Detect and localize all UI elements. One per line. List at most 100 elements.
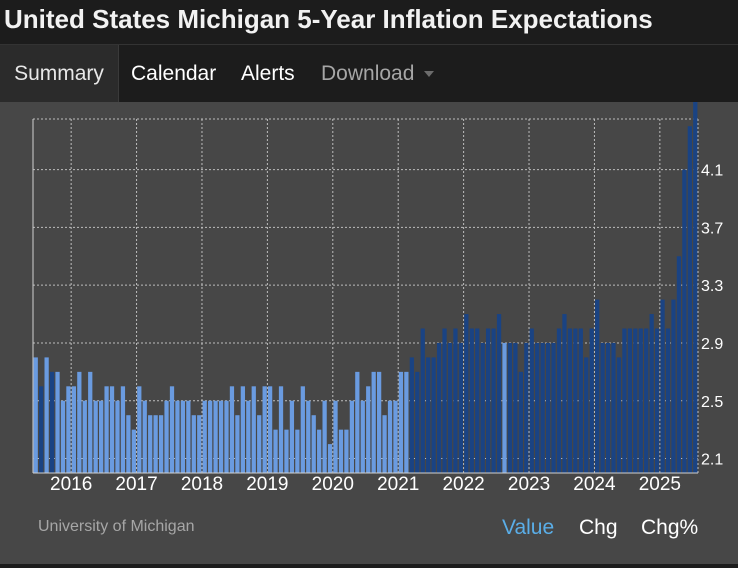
bar <box>224 400 229 473</box>
bar <box>676 256 682 473</box>
bar <box>622 328 627 473</box>
bar <box>600 342 605 473</box>
bar <box>240 386 245 473</box>
bar <box>654 328 660 473</box>
bar <box>191 415 196 473</box>
chg-percent-toggle[interactable]: Chg% <box>641 516 699 539</box>
bar <box>513 342 518 473</box>
bar <box>131 429 136 473</box>
bar <box>82 400 87 473</box>
tab-alerts[interactable]: Alerts <box>241 62 295 85</box>
bar <box>322 400 327 473</box>
source-label: University of Michigan <box>38 518 195 535</box>
bar <box>311 415 316 473</box>
bar <box>284 429 289 473</box>
bar <box>175 400 180 473</box>
bar <box>398 371 404 473</box>
bar <box>545 342 551 473</box>
bar <box>578 328 583 473</box>
bar <box>382 415 387 473</box>
bar <box>349 400 354 473</box>
bar <box>71 386 77 473</box>
y-tick-label: 3.3 <box>701 278 723 295</box>
bar <box>246 400 251 473</box>
y-tick-label: 3.7 <box>701 220 723 237</box>
bar <box>567 328 573 473</box>
bar <box>431 357 436 473</box>
tab-download[interactable]: Download <box>321 45 435 103</box>
tab-summary[interactable]: Summary <box>0 45 119 103</box>
bar <box>333 400 338 473</box>
bar <box>518 371 523 473</box>
x-tick-label: 2018 <box>181 474 223 495</box>
bar <box>77 371 82 473</box>
bar <box>366 386 371 473</box>
bar <box>649 314 654 473</box>
bar <box>88 371 93 473</box>
y-tick-label: 4.1 <box>701 163 723 180</box>
bar <box>44 357 49 473</box>
bar <box>393 400 398 473</box>
bar <box>540 342 545 473</box>
bar <box>605 342 611 473</box>
bar <box>687 126 692 473</box>
y-tick-label: 2.1 <box>701 452 723 469</box>
chg-toggle[interactable]: Chg <box>579 516 618 539</box>
tab-calendar[interactable]: Calendar <box>131 62 217 85</box>
bar <box>344 429 349 473</box>
bar <box>420 328 425 473</box>
bar <box>404 371 409 473</box>
x-tick-label: 2019 <box>246 474 288 495</box>
y-tick-label: 2.9 <box>701 336 723 353</box>
bar <box>535 342 540 473</box>
bar <box>109 386 115 473</box>
bar <box>164 400 169 473</box>
bar <box>289 400 295 473</box>
bar <box>442 328 447 473</box>
bar <box>93 400 98 473</box>
x-tick-label: 2017 <box>115 474 157 495</box>
bar <box>682 169 687 474</box>
bar <box>377 371 382 473</box>
bar <box>573 328 578 473</box>
bar <box>148 415 153 473</box>
bar <box>409 357 414 473</box>
bar <box>257 415 262 473</box>
bar <box>55 371 60 473</box>
bar <box>208 400 213 473</box>
bar <box>469 328 474 473</box>
bar <box>371 371 376 473</box>
bar <box>197 415 202 473</box>
tab-bar: Summary Calendar Alerts Download <box>0 44 738 103</box>
bar <box>480 342 485 473</box>
bar <box>338 429 344 473</box>
bar <box>589 328 594 473</box>
bar <box>355 371 360 473</box>
bar <box>229 386 235 473</box>
chevron-down-icon <box>424 71 435 78</box>
bar <box>278 386 284 473</box>
bar <box>693 102 698 473</box>
bar <box>327 444 333 473</box>
bar <box>104 386 109 473</box>
bar <box>671 299 676 473</box>
bar <box>60 400 66 473</box>
value-toggle[interactable]: Value <box>502 516 555 539</box>
bar <box>491 328 496 473</box>
bottom-strip <box>0 564 738 568</box>
bar <box>49 371 55 473</box>
bar <box>306 400 311 473</box>
bar <box>218 400 224 473</box>
bar <box>33 357 38 473</box>
bar <box>202 400 207 473</box>
page-title: United States Michigan 5-Year Inflation … <box>4 4 653 34</box>
bar <box>267 386 273 473</box>
bar <box>616 357 622 473</box>
bar <box>660 299 665 473</box>
bar <box>251 386 256 473</box>
bar <box>426 357 431 473</box>
bar <box>153 415 158 473</box>
bar <box>447 342 453 473</box>
bar <box>458 342 464 473</box>
bar <box>436 342 442 473</box>
